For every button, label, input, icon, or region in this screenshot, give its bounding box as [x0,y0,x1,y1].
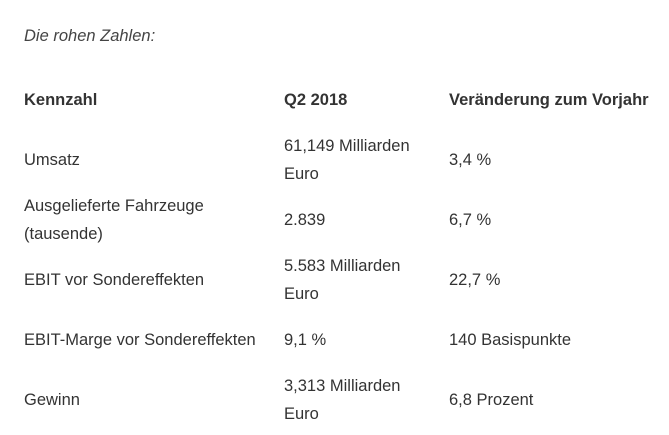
cell-metric: Umsatz [24,151,80,169]
figures-table: Kennzahl Q2 2018 Veränderung zum Vorjahr… [18,70,655,430]
intro-text: Die rohen Zahlen: [24,27,156,45]
table-row: EBIT vor Sondereffekten 5.583 Milliarden… [18,250,655,310]
cell-change: 6,8 Prozent [449,391,534,409]
cell-change: 22,7 % [449,271,501,289]
header-q2-2018: Q2 2018 [284,91,348,109]
cell-value: 61,149 Milliarden Euro [284,137,410,183]
table-header-row: Kennzahl Q2 2018 Veränderung zum Vorjahr [18,70,655,130]
cell-change: 3,4 % [449,151,492,169]
cell-value: 5.583 Milliarden Euro [284,257,401,303]
table-row: Umsatz 61,149 Milliarden Euro 3,4 % [18,130,655,190]
cell-metric: EBIT-Marge vor Sondereffekten [24,331,256,349]
header-veraenderung: Veränderung zum Vorjahr [449,91,649,109]
cell-change: 6,7 % [449,211,492,229]
cell-value: 3,313 Milliarden Euro [284,377,401,423]
table-row: Ausgelieferte Fahrzeuge (tausende) 2.839… [18,190,655,250]
cell-metric: Gewinn [24,391,80,409]
cell-change: 140 Basispunkte [449,331,572,349]
cell-metric: EBIT vor Sondereffekten [24,271,205,289]
table-row: Gewinn 3,313 Milliarden Euro 6,8 Prozent [18,370,655,430]
header-kennzahl: Kennzahl [24,91,98,109]
cell-value: 9,1 % [284,331,327,349]
table-row: EBIT-Marge vor Sondereffekten 9,1 % 140 … [18,310,655,370]
cell-value: 2.839 [284,211,326,229]
cell-metric: Ausgelieferte Fahrzeuge (tausende) [24,197,204,243]
